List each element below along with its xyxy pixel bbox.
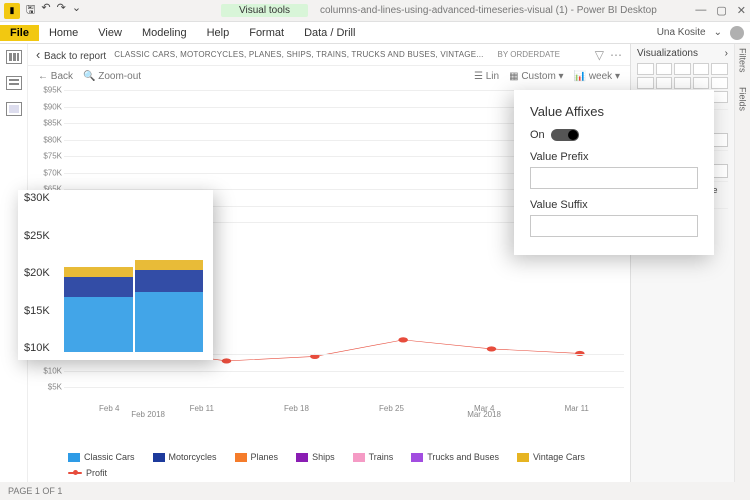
tab-view[interactable]: View <box>88 25 132 41</box>
avatar[interactable] <box>730 26 744 40</box>
close-icon[interactable]: ✕ <box>737 4 746 17</box>
qat-more-icon[interactable]: ⌄ <box>72 1 81 20</box>
tab-file[interactable]: File <box>0 25 39 41</box>
legend-item[interactable]: Trucks and Buses <box>411 452 499 462</box>
zoom-bar <box>135 260 204 352</box>
chart-back-button[interactable]: ← Back <box>38 71 73 82</box>
zoom-callout: $30K $25K $20K $15K $10K <box>18 190 213 360</box>
suffix-label: Value Suffix <box>530 199 698 211</box>
document-title: columns-and-lines-using-advanced-timeser… <box>320 5 657 16</box>
user-name[interactable]: Una Kosite <box>657 27 706 38</box>
y-tick: $85K <box>43 119 62 128</box>
more-icon[interactable]: ⋯ <box>610 48 622 62</box>
model-view-icon[interactable] <box>6 102 22 116</box>
scale-lin-button[interactable]: ☰ Lin <box>474 71 499 82</box>
y-tick: $95K <box>43 86 62 95</box>
qat-redo-icon[interactable]: ↷ <box>57 1 66 20</box>
app-logo-icon: ▮ <box>4 3 20 19</box>
tab-format[interactable]: Format <box>239 25 294 41</box>
legend-item[interactable]: Planes <box>235 452 279 462</box>
filters-tab[interactable]: Filters <box>738 48 748 73</box>
legend-item[interactable]: Vintage Cars <box>517 452 585 462</box>
visual-tools-tab[interactable]: Visual tools <box>221 4 308 17</box>
prefix-label: Value Prefix <box>530 151 698 163</box>
value-affixes-card: Value Affixes On Value Prefix Value Suff… <box>514 90 714 255</box>
ribbon: File Home View Modeling Help Format Data… <box>0 22 750 44</box>
y-tick: $75K <box>43 152 62 161</box>
zoom-y-tick: $15K <box>24 305 50 317</box>
tab-modeling[interactable]: Modeling <box>132 25 197 41</box>
affix-toggle[interactable] <box>551 129 579 141</box>
custom-dropdown[interactable]: ▦ Custom ▾ <box>509 71 564 82</box>
chevron-down-icon[interactable]: ⌄ <box>714 27 722 38</box>
legend-item[interactable]: Trains <box>353 452 394 462</box>
legend-item[interactable]: Classic Cars <box>68 452 135 462</box>
minimize-icon[interactable]: — <box>695 4 706 17</box>
y-tick: $90K <box>43 102 62 111</box>
title-bar: ▮ 🖫 ↶ ↷ ⌄ Visual tools columns-and-lines… <box>0 0 750 22</box>
zoom-bar <box>64 267 133 352</box>
zoom-y-tick: $25K <box>24 230 50 242</box>
week-dropdown[interactable]: 📊 week ▾ <box>574 71 620 82</box>
chart-legend: Classic Cars Motorcycles Planes Ships Trains… <box>68 452 622 478</box>
visualizations-pane-title[interactable]: Visualizations <box>637 48 698 59</box>
qat-undo-icon[interactable]: ↶ <box>41 1 50 20</box>
data-view-icon[interactable] <box>6 76 22 90</box>
legend-item[interactable]: Ships <box>296 452 335 462</box>
suffix-input[interactable] <box>530 215 698 237</box>
y-tick: $10K <box>43 366 62 375</box>
collapse-pane-icon[interactable]: › <box>725 48 728 59</box>
y-tick: $70K <box>43 168 62 177</box>
y-tick: $5K <box>48 383 62 392</box>
maximize-icon[interactable]: ▢ <box>716 4 726 17</box>
fields-tab[interactable]: Fields <box>738 87 748 111</box>
affix-title: Value Affixes <box>530 104 698 119</box>
report-view-icon[interactable] <box>6 50 22 64</box>
tab-home[interactable]: Home <box>39 25 88 41</box>
back-to-report-button[interactable]: Back to report <box>36 47 106 62</box>
prefix-input[interactable] <box>530 167 698 189</box>
zoom-out-button[interactable]: 🔍 Zoom-out <box>83 71 141 82</box>
month-label: Mar 2018 <box>467 410 501 419</box>
page-indicator: PAGE 1 OF 1 <box>8 486 62 496</box>
zoom-y-tick: $20K <box>24 267 50 279</box>
visual-subtitle: BY ORDERDATE <box>498 50 560 59</box>
affix-state-label: On <box>530 129 545 141</box>
qat-save-icon[interactable]: 🖫 <box>26 1 35 20</box>
zoom-y-tick: $30K <box>24 192 50 204</box>
legend-item[interactable]: Motorcycles <box>153 452 217 462</box>
y-tick: $80K <box>43 135 62 144</box>
zoom-y-tick: $10K <box>24 342 50 354</box>
tab-help[interactable]: Help <box>197 25 240 41</box>
status-bar: PAGE 1 OF 1 <box>0 482 750 500</box>
chart-toolbar: ← Back 🔍 Zoom-out ☰ Lin ▦ Custom ▾ 📊 wee… <box>28 66 630 86</box>
legend-item[interactable]: Profit <box>68 468 107 478</box>
tab-data-drill[interactable]: Data / Drill <box>294 25 365 41</box>
filter-icon[interactable]: ▽ <box>595 48 604 62</box>
month-label: Feb 2018 <box>131 410 165 419</box>
visual-title-filters: CLASSIC CARS, MOTORCYCLES, PLANES, SHIPS… <box>114 50 483 59</box>
